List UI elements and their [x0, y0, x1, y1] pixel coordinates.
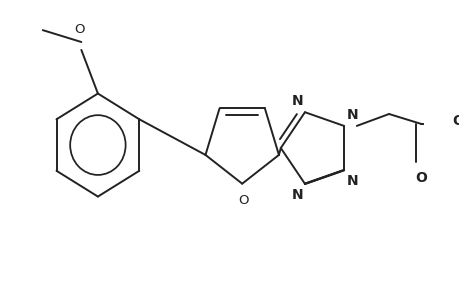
Text: N: N	[346, 108, 357, 122]
Text: O: O	[237, 194, 248, 207]
Text: O: O	[74, 23, 84, 36]
Text: O: O	[414, 172, 426, 185]
Text: N: N	[291, 94, 303, 108]
Text: O: O	[451, 114, 459, 128]
Text: N: N	[291, 188, 303, 203]
Text: N: N	[346, 174, 357, 188]
